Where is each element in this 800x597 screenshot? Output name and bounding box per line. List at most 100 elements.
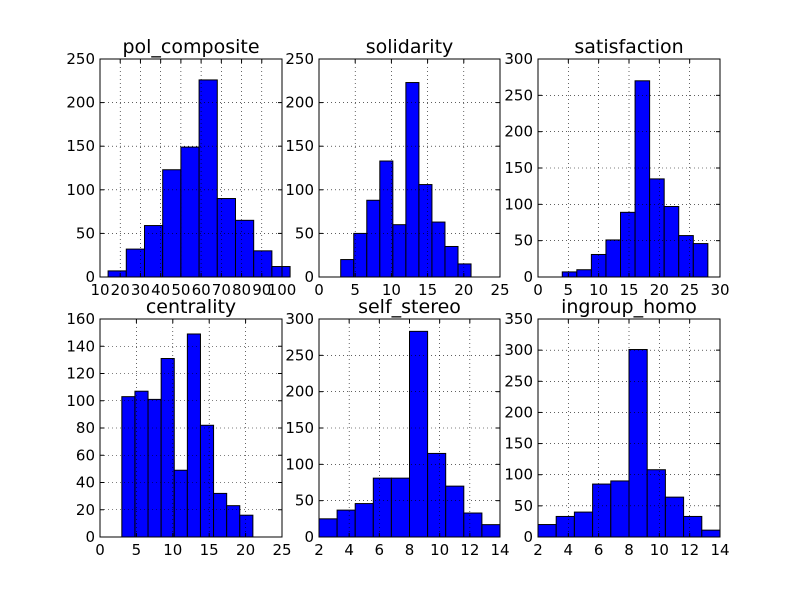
self_stereo-bar-7 [445, 485, 465, 538]
satisfaction-x-tick-label-0: 0 [533, 281, 543, 299]
pol_composite-x-tick-label-8: 90 [252, 281, 271, 299]
solidarity-x-tick-label-2: 10 [382, 281, 401, 299]
solidarity-y-tick-label-0: 0 [304, 268, 314, 286]
self_stereo-x-tick-label-1: 4 [344, 541, 354, 559]
pol_composite-bar-0 [107, 270, 127, 278]
solidarity-bar-9 [457, 263, 472, 278]
self_stereo-y-tick-label-5: 250 [285, 346, 314, 364]
solidarity-bar-3 [379, 160, 394, 278]
centrality-y-tick-label-8: 160 [66, 310, 95, 328]
pol_composite-bar-1 [125, 248, 145, 278]
ingroup_homo-title: ingroup_homo [561, 296, 697, 318]
centrality-x-tick-label-5: 25 [272, 541, 291, 559]
self_stereo-x-tick-label-3: 8 [405, 541, 415, 559]
self_stereo-bar-8 [463, 512, 483, 538]
pol_composite-title: pol_composite [122, 36, 259, 58]
ingroup_homo-y-tick-label-4: 200 [504, 403, 533, 421]
solidarity-bar-4 [392, 224, 407, 278]
ingroup_homo-x-tick-label-4: 10 [650, 541, 669, 559]
chart-panel-pol_composite: 10 20 30 40 50 60 70 80 90100050100150200250pol_… [66, 36, 296, 299]
satisfaction-bar-3 [605, 239, 622, 278]
ingroup_homo-bar-3 [592, 483, 612, 538]
satisfaction-bar-8 [678, 235, 694, 278]
ingroup_homo-bar-5 [628, 349, 648, 538]
pol_composite-y-tick-label-5: 250 [66, 50, 95, 68]
self_stereo-title: self_stereo [358, 296, 461, 318]
pol_composite-bar-9 [271, 266, 291, 278]
satisfaction-y-tick-label-4: 200 [504, 123, 533, 141]
ingroup_homo-bar-6 [646, 469, 666, 538]
centrality-bar-7 [213, 492, 228, 538]
solidarity-bar-7 [431, 221, 446, 278]
centrality-bar-1 [134, 390, 149, 538]
ingroup_homo-bar-1 [555, 515, 575, 538]
pol_composite-x-tick-label-1: 20 [111, 281, 130, 299]
centrality-bar-6 [199, 424, 215, 538]
self_stereo-y-tick-label-2: 100 [285, 455, 314, 473]
pol_composite-bar-8 [253, 250, 273, 278]
ingroup_homo-y-tick-label-6: 300 [504, 341, 533, 359]
ingroup_homo-x-tick-label-0: 2 [533, 541, 543, 559]
pol_composite-bar-7 [234, 219, 255, 278]
centrality-bar-2 [147, 398, 162, 538]
satisfaction-x-tick-label-6: 30 [710, 281, 729, 299]
satisfaction-bar-9 [692, 243, 709, 278]
self_stereo-bar-9 [481, 524, 501, 538]
self_stereo-bar-0 [318, 518, 338, 538]
ingroup_homo-y-tick-label-7: 350 [504, 310, 533, 328]
self_stereo-axes-frame [318, 318, 501, 538]
solidarity-y-tick-label-5: 250 [285, 50, 314, 68]
ingroup_homo-x-tick-label-6: 14 [710, 541, 729, 559]
chart-panel-satisfaction: 0 5 10 15 20 25 30050100150200250300satisfacti… [504, 36, 729, 299]
solidarity-bar-2 [366, 199, 381, 278]
centrality-y-tick-label-5: 100 [66, 392, 95, 410]
self_stereo-bar-5 [409, 330, 429, 538]
centrality-y-tick-label-6: 120 [66, 365, 95, 383]
chart-panel-self_stereo: 2 4 6 8 10 12 14 0 50 100 150 200 250 300 self_stereo [285, 296, 509, 559]
centrality-x-tick-label-0: 0 [95, 541, 105, 559]
solidarity-bar-0 [340, 259, 355, 278]
satisfaction-y-tick-label-1: 50 [514, 232, 533, 250]
centrality-y-tick-label-7: 140 [66, 337, 95, 355]
satisfaction-title: satisfaction [574, 36, 683, 58]
solidarity-x-tick-label-3: 15 [418, 281, 437, 299]
satisfaction-bar-4 [620, 211, 636, 278]
pol_composite-x-tick-label-4: 50 [171, 281, 190, 299]
pol_composite-x-tick-label-3: 40 [151, 281, 170, 299]
pol_composite-bar-5 [198, 79, 218, 278]
satisfaction-bar-0 [561, 271, 578, 278]
centrality-axes-frame [99, 318, 283, 538]
centrality-title: centrality [146, 296, 236, 318]
satisfaction-bar-5 [634, 80, 651, 278]
ingroup_homo-bar-9 [701, 529, 721, 538]
self_stereo-x-tick-label-0: 2 [314, 541, 324, 559]
solidarity-x-tick-label-5: 25 [490, 281, 509, 299]
pol_composite-x-tick-label-7: 80 [232, 281, 251, 299]
self_stereo-x-tick-label-2: 6 [375, 541, 385, 559]
self_stereo-y-tick-label-4: 200 [285, 383, 314, 401]
chart-panel-centrality: 0 5 10 15 20 25 0 20 40 60 80 100 120 140 160 centralit… [66, 296, 291, 559]
satisfaction-y-tick-label-2: 100 [504, 195, 533, 213]
pol_composite-x-tick-label-6: 70 [212, 281, 231, 299]
ingroup_homo-y-tick-label-5: 250 [504, 372, 533, 390]
satisfaction-y-tick-label-6: 300 [504, 50, 533, 68]
ingroup_homo-bar-0 [537, 524, 557, 538]
solidarity-bar-1 [353, 232, 368, 278]
solidarity-y-tick-label-1: 50 [295, 224, 314, 242]
satisfaction-x-tick-label-4: 20 [650, 281, 669, 299]
satisfaction-bar-6 [649, 178, 665, 278]
self_stereo-x-tick-label-4: 10 [430, 541, 449, 559]
satisfaction-bar-1 [576, 269, 592, 278]
centrality-x-tick-label-1: 5 [132, 541, 142, 559]
pol_composite-y-tick-label-2: 100 [66, 181, 95, 199]
ingroup_homo-bar-8 [683, 515, 703, 538]
self_stereo-y-tick-label-3: 150 [285, 419, 314, 437]
centrality-bar-3 [160, 358, 175, 538]
self_stereo-y-tick-label-1: 50 [295, 492, 314, 510]
solidarity-y-tick-label-3: 150 [285, 137, 314, 155]
self_stereo-bar-2 [354, 503, 374, 538]
pol_composite-y-tick-label-1: 50 [76, 224, 95, 242]
self_stereo-bar-1 [336, 509, 356, 538]
centrality-y-tick-label-2: 40 [76, 474, 95, 492]
